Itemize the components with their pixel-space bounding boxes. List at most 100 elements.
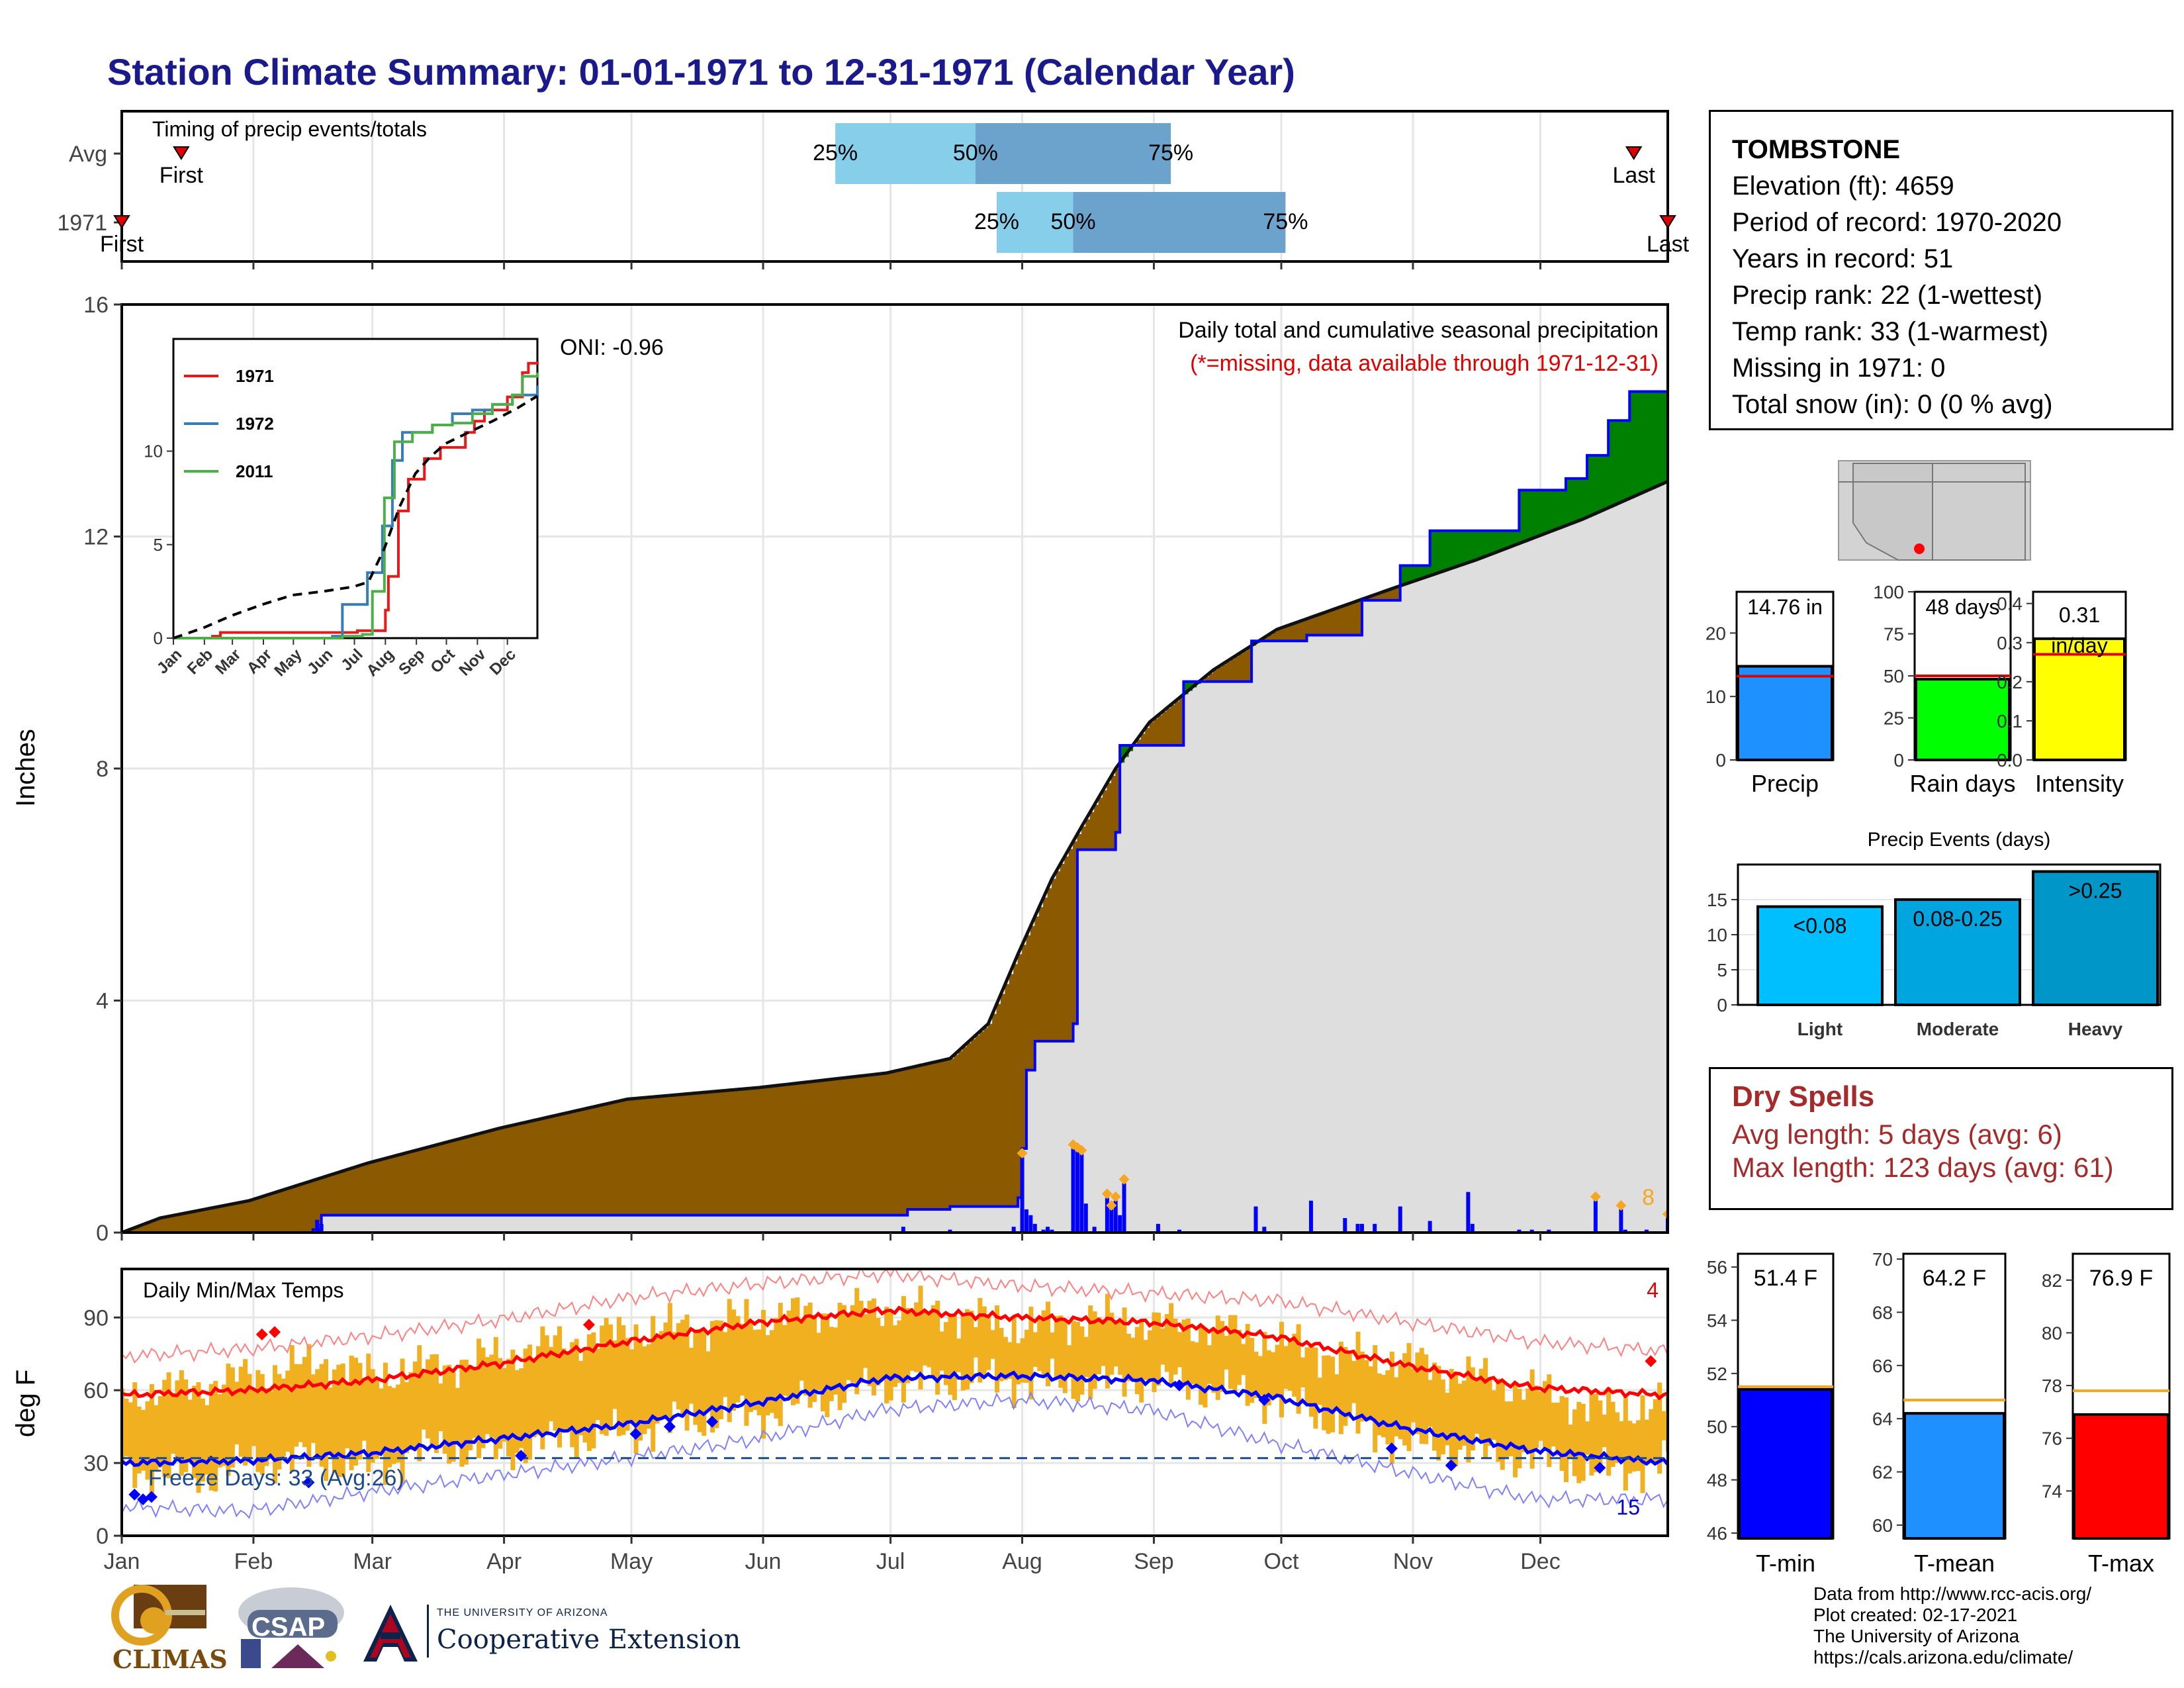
temps-daily-range [1097, 1317, 1102, 1375]
temps-daily-range [1236, 1329, 1242, 1385]
temps-daily-range [1062, 1319, 1068, 1393]
temps-daily-range [1011, 1317, 1017, 1409]
temps-daily-range [651, 1316, 656, 1452]
gauge-y-tick-label: 25 [1884, 708, 1904, 729]
tgauge-y-tick-label: 66 [1872, 1356, 1893, 1376]
precip-diff-band [227, 1205, 233, 1233]
temps-daily-range [1139, 1319, 1144, 1403]
precip-diff-band [584, 1109, 590, 1215]
precip-diff-band [1459, 530, 1465, 566]
precip-diff-band [261, 1196, 267, 1233]
temps-daily-range [1377, 1373, 1382, 1436]
precip-diff-band [168, 1216, 173, 1233]
temps-daily-range [433, 1354, 439, 1453]
precip-diff-band [945, 1059, 951, 1209]
precip-diff-band [694, 1093, 700, 1215]
precip-diff-band [541, 1118, 547, 1215]
tgauge-y-tick-label: 82 [2042, 1270, 2062, 1291]
precip-diff-band [745, 1088, 751, 1215]
precip-daily-bar [948, 1229, 952, 1233]
temps-daily-range [1113, 1322, 1118, 1367]
temps-daily-range [1461, 1380, 1467, 1446]
temps-daily-range [1177, 1332, 1182, 1368]
precip-diff-band [771, 1086, 777, 1215]
temps-daily-range [171, 1393, 176, 1454]
precip-chart: 0 4 8 12 16 Inches Daily total and cumulative … [11, 293, 1669, 1246]
precip-diff-band [410, 1151, 416, 1215]
precip-diff-band [1030, 925, 1036, 1070]
precip-diff-band [1463, 530, 1469, 565]
temps-daily-range [1572, 1409, 1577, 1476]
timing-marker-label: Last [1647, 232, 1690, 257]
temps-daily-range [1432, 1362, 1437, 1451]
temps-daily-range [1589, 1394, 1594, 1476]
precip-diff-band [936, 1061, 942, 1209]
precip-diff-band [1349, 604, 1354, 635]
temps-daily-range [196, 1382, 201, 1493]
tgauge-value-label: 64.2 F [1923, 1266, 1986, 1291]
precip-diff-band [847, 1077, 853, 1215]
temps-daily-range [1500, 1380, 1505, 1470]
precip-diff-band [648, 1097, 653, 1215]
precip-diff-band [1094, 804, 1099, 850]
precip-diff-band [1531, 490, 1537, 539]
precip-diff-band [699, 1092, 704, 1215]
temps-daily-range [1304, 1347, 1310, 1405]
map-station-marker [1914, 543, 1925, 554]
precip-diff-band [1535, 490, 1541, 538]
precip-diff-band [588, 1107, 594, 1215]
precip-diff-band [486, 1131, 492, 1215]
precip-diff-band [1298, 622, 1303, 641]
precip-diff-band [1421, 565, 1426, 579]
timing-pct-label: 25% [813, 140, 858, 165]
inset-y-tick-label: 5 [154, 535, 163, 555]
station-elevation: Elevation (ft): 4659 [1732, 171, 1954, 201]
temps-daily-range [1050, 1332, 1055, 1359]
temps-daily-range [684, 1314, 690, 1431]
precip-diff-band [1578, 478, 1584, 521]
events-frame-top [1737, 863, 2161, 1006]
precip-diff-band [737, 1089, 743, 1215]
gauge-name-label: Rain days [1909, 770, 2015, 797]
precip-diff-band [482, 1133, 488, 1215]
gauge-y-tick-label: 50 [1884, 666, 1904, 686]
precip-diff-band [376, 1160, 382, 1215]
precip-diff-band [733, 1090, 739, 1215]
precip-diff-band [928, 1063, 934, 1209]
temps-daily-range [1275, 1344, 1280, 1397]
temps-record-low-marker [128, 1488, 141, 1501]
temps-record-low-marker [663, 1421, 676, 1433]
precip-diff-band [831, 1079, 836, 1215]
precip-diff-band [1340, 606, 1345, 635]
precip-diff-band [1446, 530, 1452, 570]
precip-diff-band [1153, 718, 1159, 745]
precip-diff-band [176, 1215, 182, 1233]
precip-diff-band [1242, 651, 1248, 682]
precip-diff-band [265, 1195, 271, 1233]
precip-diff-band [614, 1102, 619, 1215]
temps-daily-range [226, 1363, 231, 1476]
temps-daily-range [1402, 1353, 1408, 1446]
temps-daily-range [345, 1384, 350, 1448]
precip-diff-band [1000, 994, 1006, 1207]
temps-record-high-marker [269, 1326, 281, 1338]
temps-daily-range [158, 1396, 163, 1468]
temps-daily-range [438, 1383, 443, 1432]
temps-daily-range [995, 1305, 1000, 1393]
temps-daily-range [1173, 1318, 1178, 1375]
temps-x-tick-label: Jul [876, 1549, 905, 1574]
temps-daily-range [1317, 1378, 1322, 1405]
temps-record-low-marker [137, 1493, 150, 1506]
temps-daily-range [1266, 1350, 1271, 1406]
tgauge-y-tick-label: 64 [1872, 1409, 1893, 1429]
temps-daily-range [697, 1329, 702, 1432]
gauge-name-label: Precip [1751, 770, 1819, 797]
tgauge-y-tick-label: 48 [1707, 1470, 1727, 1491]
temps-daily-range [122, 1388, 125, 1462]
temps-daily-range [578, 1360, 584, 1436]
precip-diff-band [359, 1165, 365, 1215]
temps-daily-range [1215, 1315, 1220, 1400]
credit-university: The University of Arizona [1813, 1626, 2020, 1646]
precip-diff-band [214, 1207, 220, 1233]
csap-logo-text: CSAP [251, 1613, 326, 1642]
